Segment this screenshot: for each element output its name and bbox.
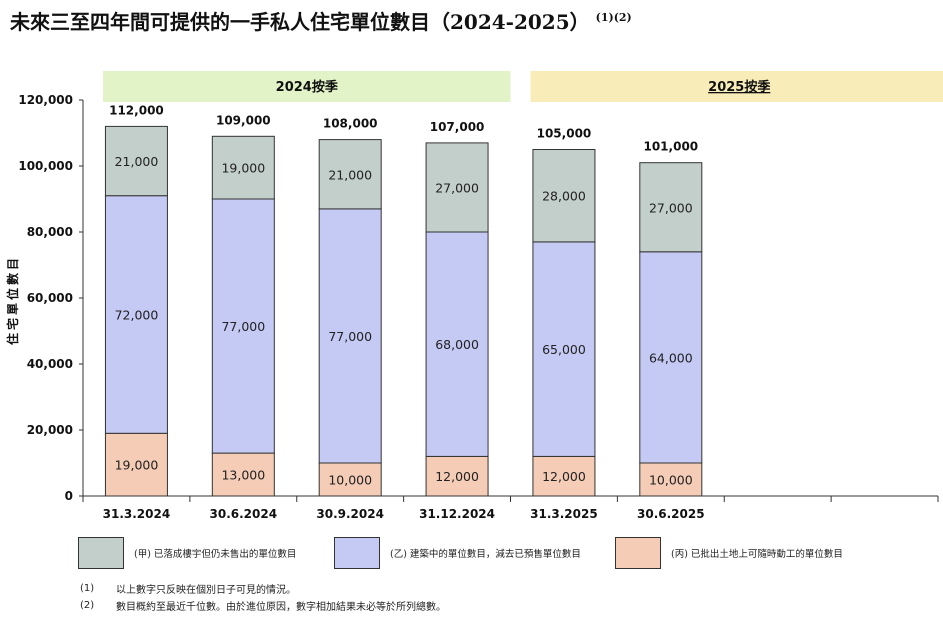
- bar-segment-a: [104, 125, 168, 197]
- legend-label: (甲) 已落成樓宇但仍未售出的單位數目: [134, 549, 297, 560]
- bar-segment-a-label: 21,000: [328, 167, 372, 182]
- bar-segment-b-label: 64,000: [649, 350, 693, 365]
- bar-segment-b: [104, 195, 168, 434]
- y-tick-label: 100,000: [18, 159, 73, 173]
- bar-segment-a-label: 27,000: [435, 180, 479, 195]
- y-tick-label: 40,000: [27, 357, 73, 371]
- stacked-bar-chart: 2024按季 2025按季 0 20,000 40,000 60,000 80,000 100…: [5, 71, 943, 521]
- bar-total-label: 108,000: [323, 117, 378, 131]
- bar-segment-c-label: 10,000: [649, 473, 693, 488]
- legend-label: (丙) 已批出土地上可隨時動工的單位數目: [671, 549, 843, 560]
- period-band-label-1: 2024按季: [276, 79, 338, 95]
- bar-segment-a: [425, 142, 489, 233]
- y-tick-label: 120,000: [18, 93, 73, 107]
- chart-title-text: 未來三至四年間可提供的一手私人住宅單位數目（2024-2025）: [10, 10, 590, 34]
- bar-segment-c: [532, 455, 596, 497]
- bar-segment-c: [639, 462, 703, 497]
- footnotes: (1) 以上數字只反映在個別日子可見的情況。 (2) 數目概約至最近千位數。由於進位原…: [80, 580, 446, 614]
- bar-total-label: 107,000: [430, 120, 485, 134]
- footnote-text: 以上數字只反映在個別日子可見的情況。: [116, 585, 296, 596]
- bar-segment-c-label: 10,000: [328, 473, 372, 488]
- bar-segment-c: [211, 452, 275, 497]
- x-category-label: 30.6.2025: [637, 507, 705, 521]
- bar-segment-c-label: 12,000: [435, 469, 479, 484]
- y-tick-label: 80,000: [27, 225, 73, 239]
- period-band-2: [530, 71, 943, 102]
- bar-segment-b-label: 72,000: [115, 308, 159, 323]
- bar-segment-a-label: 27,000: [649, 200, 693, 215]
- chart-title: 未來三至四年間可提供的一手私人住宅單位數目（2024-2025） (1)(2): [10, 6, 632, 35]
- bar-segment-c-label: 13,000: [221, 468, 265, 483]
- chart-title-footnote-refs: (1)(2): [595, 11, 632, 25]
- bar-segment-c: [425, 455, 489, 497]
- bar-segment-b-label: 77,000: [221, 319, 265, 334]
- bar-segment-a-label: 19,000: [221, 161, 265, 176]
- legend-swatch: [615, 537, 661, 569]
- x-category-label: 31.12.2024: [419, 507, 495, 521]
- x-category-label: 31.3.2025: [530, 507, 598, 521]
- legend-item: (丙) 已批出土地上可隨時動工的單位數目: [615, 536, 843, 570]
- legend-label: (乙) 建築中的單位數目，減去已預售單位數目: [390, 549, 581, 560]
- bar-segment-b: [425, 231, 489, 457]
- footnote-number: (1): [80, 583, 95, 594]
- bar-segment-c-label: 19,000: [115, 458, 159, 473]
- x-category-label: 31.3.2024: [103, 507, 171, 521]
- period-band-label-2: 2025按季: [708, 79, 770, 95]
- footnote-text: 數目概約至最近千位數。由於進位原因，數字相加結果未必等於所列總數。: [116, 602, 446, 613]
- y-tick-label: 0: [65, 489, 73, 503]
- bar-segment-a: [318, 139, 382, 210]
- bar-total-label: 105,000: [537, 127, 592, 141]
- legend-swatch: [334, 537, 380, 569]
- bar-total-label: 112,000: [109, 103, 164, 117]
- bar-segment-c: [104, 432, 168, 497]
- chart-legend: (甲) 已落成樓宇但仍未售出的單位數目 (乙) 建築中的單位數目，減去已預售單位數…: [78, 536, 938, 572]
- bar-segment-a: [211, 135, 275, 200]
- period-band-1: [103, 71, 511, 102]
- y-tick-label: 20,000: [27, 423, 73, 437]
- bar-segment-b: [211, 198, 275, 454]
- legend-item: (甲) 已落成樓宇但仍未售出的單位數目: [78, 536, 296, 570]
- bar-segment-c: [318, 462, 382, 497]
- footnote-number: (2): [80, 600, 95, 611]
- bar-segment-b-label: 77,000: [328, 329, 372, 344]
- y-tick-label: 60,000: [27, 291, 73, 305]
- bar-segment-a-label: 28,000: [542, 189, 586, 204]
- y-axis-title: 住宅單位數目: [5, 255, 20, 345]
- bar-segment-b-label: 65,000: [542, 342, 586, 357]
- legend-swatch: [78, 537, 124, 569]
- footnote-row: (1) 以上數字只反映在個別日子可見的情況。: [80, 580, 446, 597]
- bar-segment-a-label: 21,000: [115, 154, 159, 169]
- bar-segment-b: [318, 208, 382, 464]
- legend-item: (乙) 建築中的單位數目，減去已預售單位數目: [334, 536, 581, 570]
- x-category-label: 30.6.2024: [210, 507, 278, 521]
- bar-segment-b: [639, 251, 703, 464]
- bar-total-label: 109,000: [216, 113, 271, 127]
- x-category-label: 30.9.2024: [316, 507, 384, 521]
- bar-total-label: 101,000: [643, 140, 698, 154]
- footnote-row: (2) 數目概約至最近千位數。由於進位原因，數字相加結果未必等於所列總數。: [80, 597, 446, 614]
- bar-segment-c-label: 12,000: [542, 469, 586, 484]
- bar-segment-a: [639, 162, 703, 253]
- bar-segment-b: [532, 241, 596, 457]
- bar-segment-b-label: 68,000: [435, 337, 479, 352]
- bar-segment-a: [532, 149, 596, 243]
